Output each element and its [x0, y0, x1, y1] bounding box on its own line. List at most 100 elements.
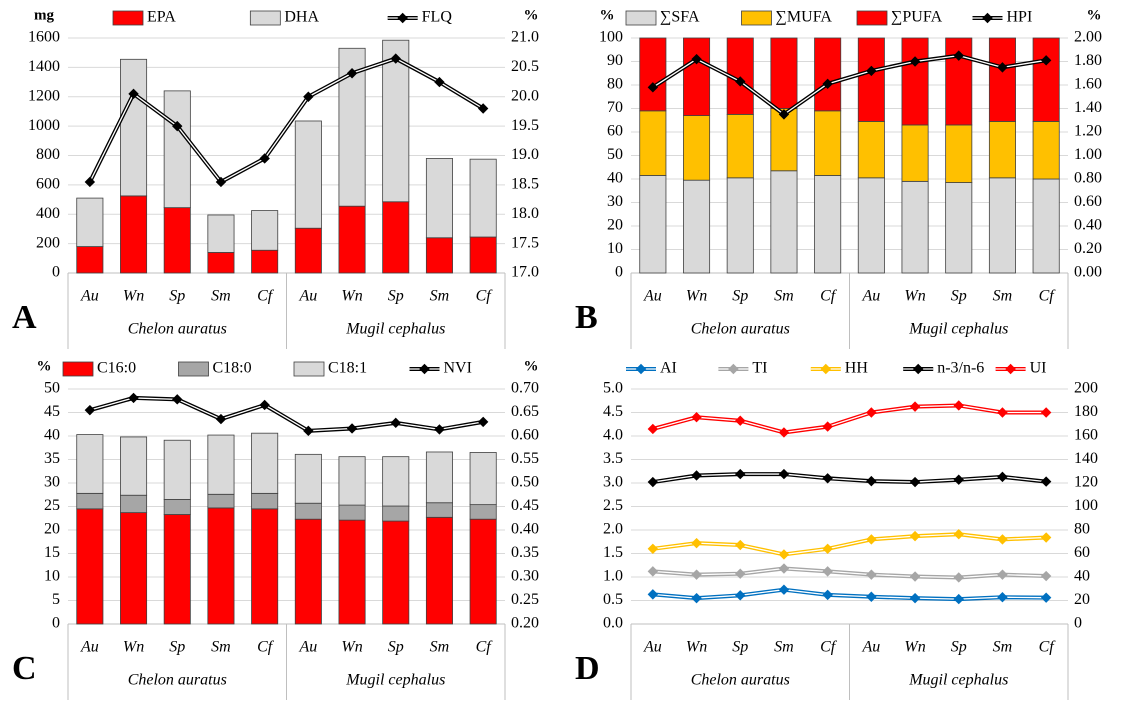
line-marker [822, 566, 833, 577]
line-marker [691, 53, 702, 65]
bar-segment [425, 502, 453, 518]
line-marker [84, 404, 96, 416]
y2-tick-label: 180 [1074, 403, 1098, 420]
line-marker [1040, 570, 1052, 582]
line-marker [128, 392, 139, 404]
y-tick-label: 0.0 [603, 615, 623, 632]
legend-label: C18:0 [213, 360, 252, 377]
line-marker [735, 468, 746, 480]
bar-segment [945, 182, 973, 274]
y2-tick-label: 1.00 [1074, 146, 1102, 163]
bar-segment [988, 177, 1016, 274]
line-highlight [652, 589, 1047, 600]
line-marker [778, 109, 790, 120]
bar-segment [338, 504, 366, 521]
bar-segment [338, 456, 366, 506]
line-marker [390, 53, 401, 64]
legend-swatch [112, 10, 144, 26]
line-marker [909, 571, 921, 582]
bar-segment [76, 492, 104, 510]
bar-segment [76, 508, 104, 625]
line-marker [735, 568, 746, 579]
line-marker [477, 416, 489, 428]
line-marker [822, 543, 833, 555]
bar-segment [207, 252, 235, 274]
line-marker [997, 569, 1008, 580]
y2-tick-label: 60 [1074, 544, 1090, 561]
bar-segment [338, 205, 366, 274]
y-tick-label: 1.0 [603, 568, 623, 585]
y-tick-label: 20 [607, 217, 623, 234]
line-marker [691, 411, 702, 423]
x-tick-label: Cf [1039, 639, 1057, 656]
legend-label: ∑MUFA [776, 9, 833, 26]
y2-tick-label: 17.0 [511, 264, 539, 281]
y-axis-label: % [37, 358, 52, 374]
bar-segment [120, 512, 148, 625]
line-marker [997, 62, 1008, 73]
x-tick-label: Sp [388, 288, 404, 305]
legend-label: ∑PUFA [891, 9, 943, 26]
line-marker [822, 473, 833, 484]
bar-segment [1032, 178, 1060, 274]
bar-segment [294, 502, 322, 520]
y-tick-label: 2.5 [603, 497, 623, 514]
bar-segment [382, 520, 410, 625]
y2-tick-label: 21.0 [511, 29, 539, 46]
line-marker [997, 534, 1008, 545]
x-tick-label: Au [80, 288, 99, 305]
bar-segment [251, 210, 279, 251]
x-tick-label: Au [861, 288, 880, 305]
y-tick-label: 90 [607, 52, 623, 69]
bar-segment [163, 207, 191, 274]
bar-segment [163, 439, 191, 500]
y2-axis-label: % [524, 358, 539, 374]
legend-marker [820, 363, 832, 375]
legend-label: ∑SFA [660, 9, 700, 26]
legend-label: FLQ [422, 9, 453, 26]
line-highlight [652, 533, 1047, 556]
x-tick-label: Wn [686, 288, 707, 305]
bar-segment [76, 246, 104, 274]
x-tick-label: Wn [686, 639, 707, 656]
line-marker [997, 471, 1008, 483]
line-marker [866, 591, 877, 602]
y2-tick-label: 80 [1074, 521, 1090, 538]
x-tick-label: Wn [904, 288, 925, 305]
y-tick-label: 15 [44, 544, 60, 561]
bar-segment [76, 197, 104, 247]
y2-tick-label: 0 [1074, 615, 1082, 632]
line-marker [1040, 407, 1052, 418]
y2-tick-label: 1.20 [1074, 123, 1102, 140]
bar-segment [338, 47, 366, 207]
line-marker [434, 76, 445, 88]
bar-segment [382, 39, 410, 203]
y2-tick-label: 20.0 [511, 87, 539, 104]
legend-label: EPA [147, 9, 176, 26]
bar-segment [120, 494, 148, 514]
y-tick-label: 1.5 [603, 544, 623, 561]
legend-swatch [293, 361, 325, 377]
bar-segment [120, 58, 148, 197]
y-tick-label: 35 [44, 450, 60, 467]
x-tick-label: Wn [904, 639, 925, 656]
y2-tick-label: 1.80 [1074, 52, 1102, 69]
bar-segment [251, 432, 279, 494]
x-tick-label: Cf [257, 288, 275, 305]
y2-tick-label: 100 [1074, 497, 1098, 514]
y-tick-label: 20 [44, 521, 60, 538]
line-marker [909, 56, 921, 67]
bar-segment [469, 158, 497, 238]
y-tick-label: 80 [607, 76, 623, 93]
line-marker [778, 549, 790, 560]
x-tick-label: Wn [341, 639, 362, 656]
y2-tick-label: 0.80 [1074, 170, 1102, 187]
line-marker [822, 421, 833, 432]
x-tick-label: Sm [993, 288, 1013, 305]
bar-segment [207, 214, 235, 253]
line-marker [434, 424, 445, 435]
bar-segment [294, 518, 322, 625]
x-tick-label: Cf [476, 639, 494, 656]
bar-segment [382, 456, 410, 507]
y-tick-label: 1000 [28, 117, 60, 134]
